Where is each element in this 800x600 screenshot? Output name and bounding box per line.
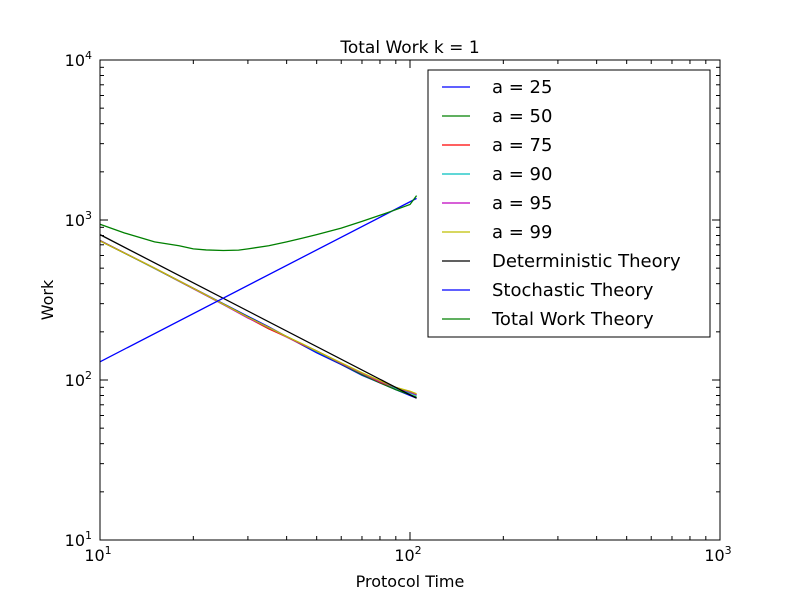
- tick-labels-layer: 101 102 103 101 102 103 104: [65, 49, 732, 565]
- y-tick-label: 101: [65, 529, 92, 550]
- legend-label-9: Total Work Theory: [491, 309, 654, 330]
- legend-label-4: a = 90: [492, 164, 552, 185]
- legend: a = 25 a = 50 a = 75 a = 90 a = 95 a = 99 Dete…: [427, 69, 711, 338]
- y-tick-label: 103: [65, 209, 92, 230]
- ticks-layer: [99, 59, 721, 541]
- legend-label-7: Deterministic Theory: [492, 251, 681, 272]
- y-tick-label: 104: [65, 49, 92, 70]
- legend-label-5: a = 95: [492, 193, 552, 214]
- chart-title: Total Work k = 1: [339, 38, 479, 58]
- y-axis-label: Work: [38, 279, 57, 320]
- legend-label-3: a = 75: [492, 135, 552, 156]
- x-tick-label: 102: [394, 544, 421, 565]
- series-line-7: [99, 234, 417, 399]
- x-axis-label: Protocol Time: [356, 572, 465, 591]
- legend-label-2: a = 50: [492, 106, 552, 127]
- y-tick-label: 102: [65, 369, 92, 390]
- legend-frame: [427, 69, 711, 338]
- legend-label-8: Stochastic Theory: [492, 280, 654, 301]
- x-tick-label: 103: [704, 544, 731, 565]
- legend-label-1: a = 25: [492, 77, 552, 98]
- series-line-9: [99, 195, 418, 252]
- legend-label-6: a = 99: [492, 222, 552, 243]
- x-tick-label: 101: [84, 544, 111, 565]
- series-layer: [99, 195, 418, 399]
- series-line-8: [99, 197, 417, 363]
